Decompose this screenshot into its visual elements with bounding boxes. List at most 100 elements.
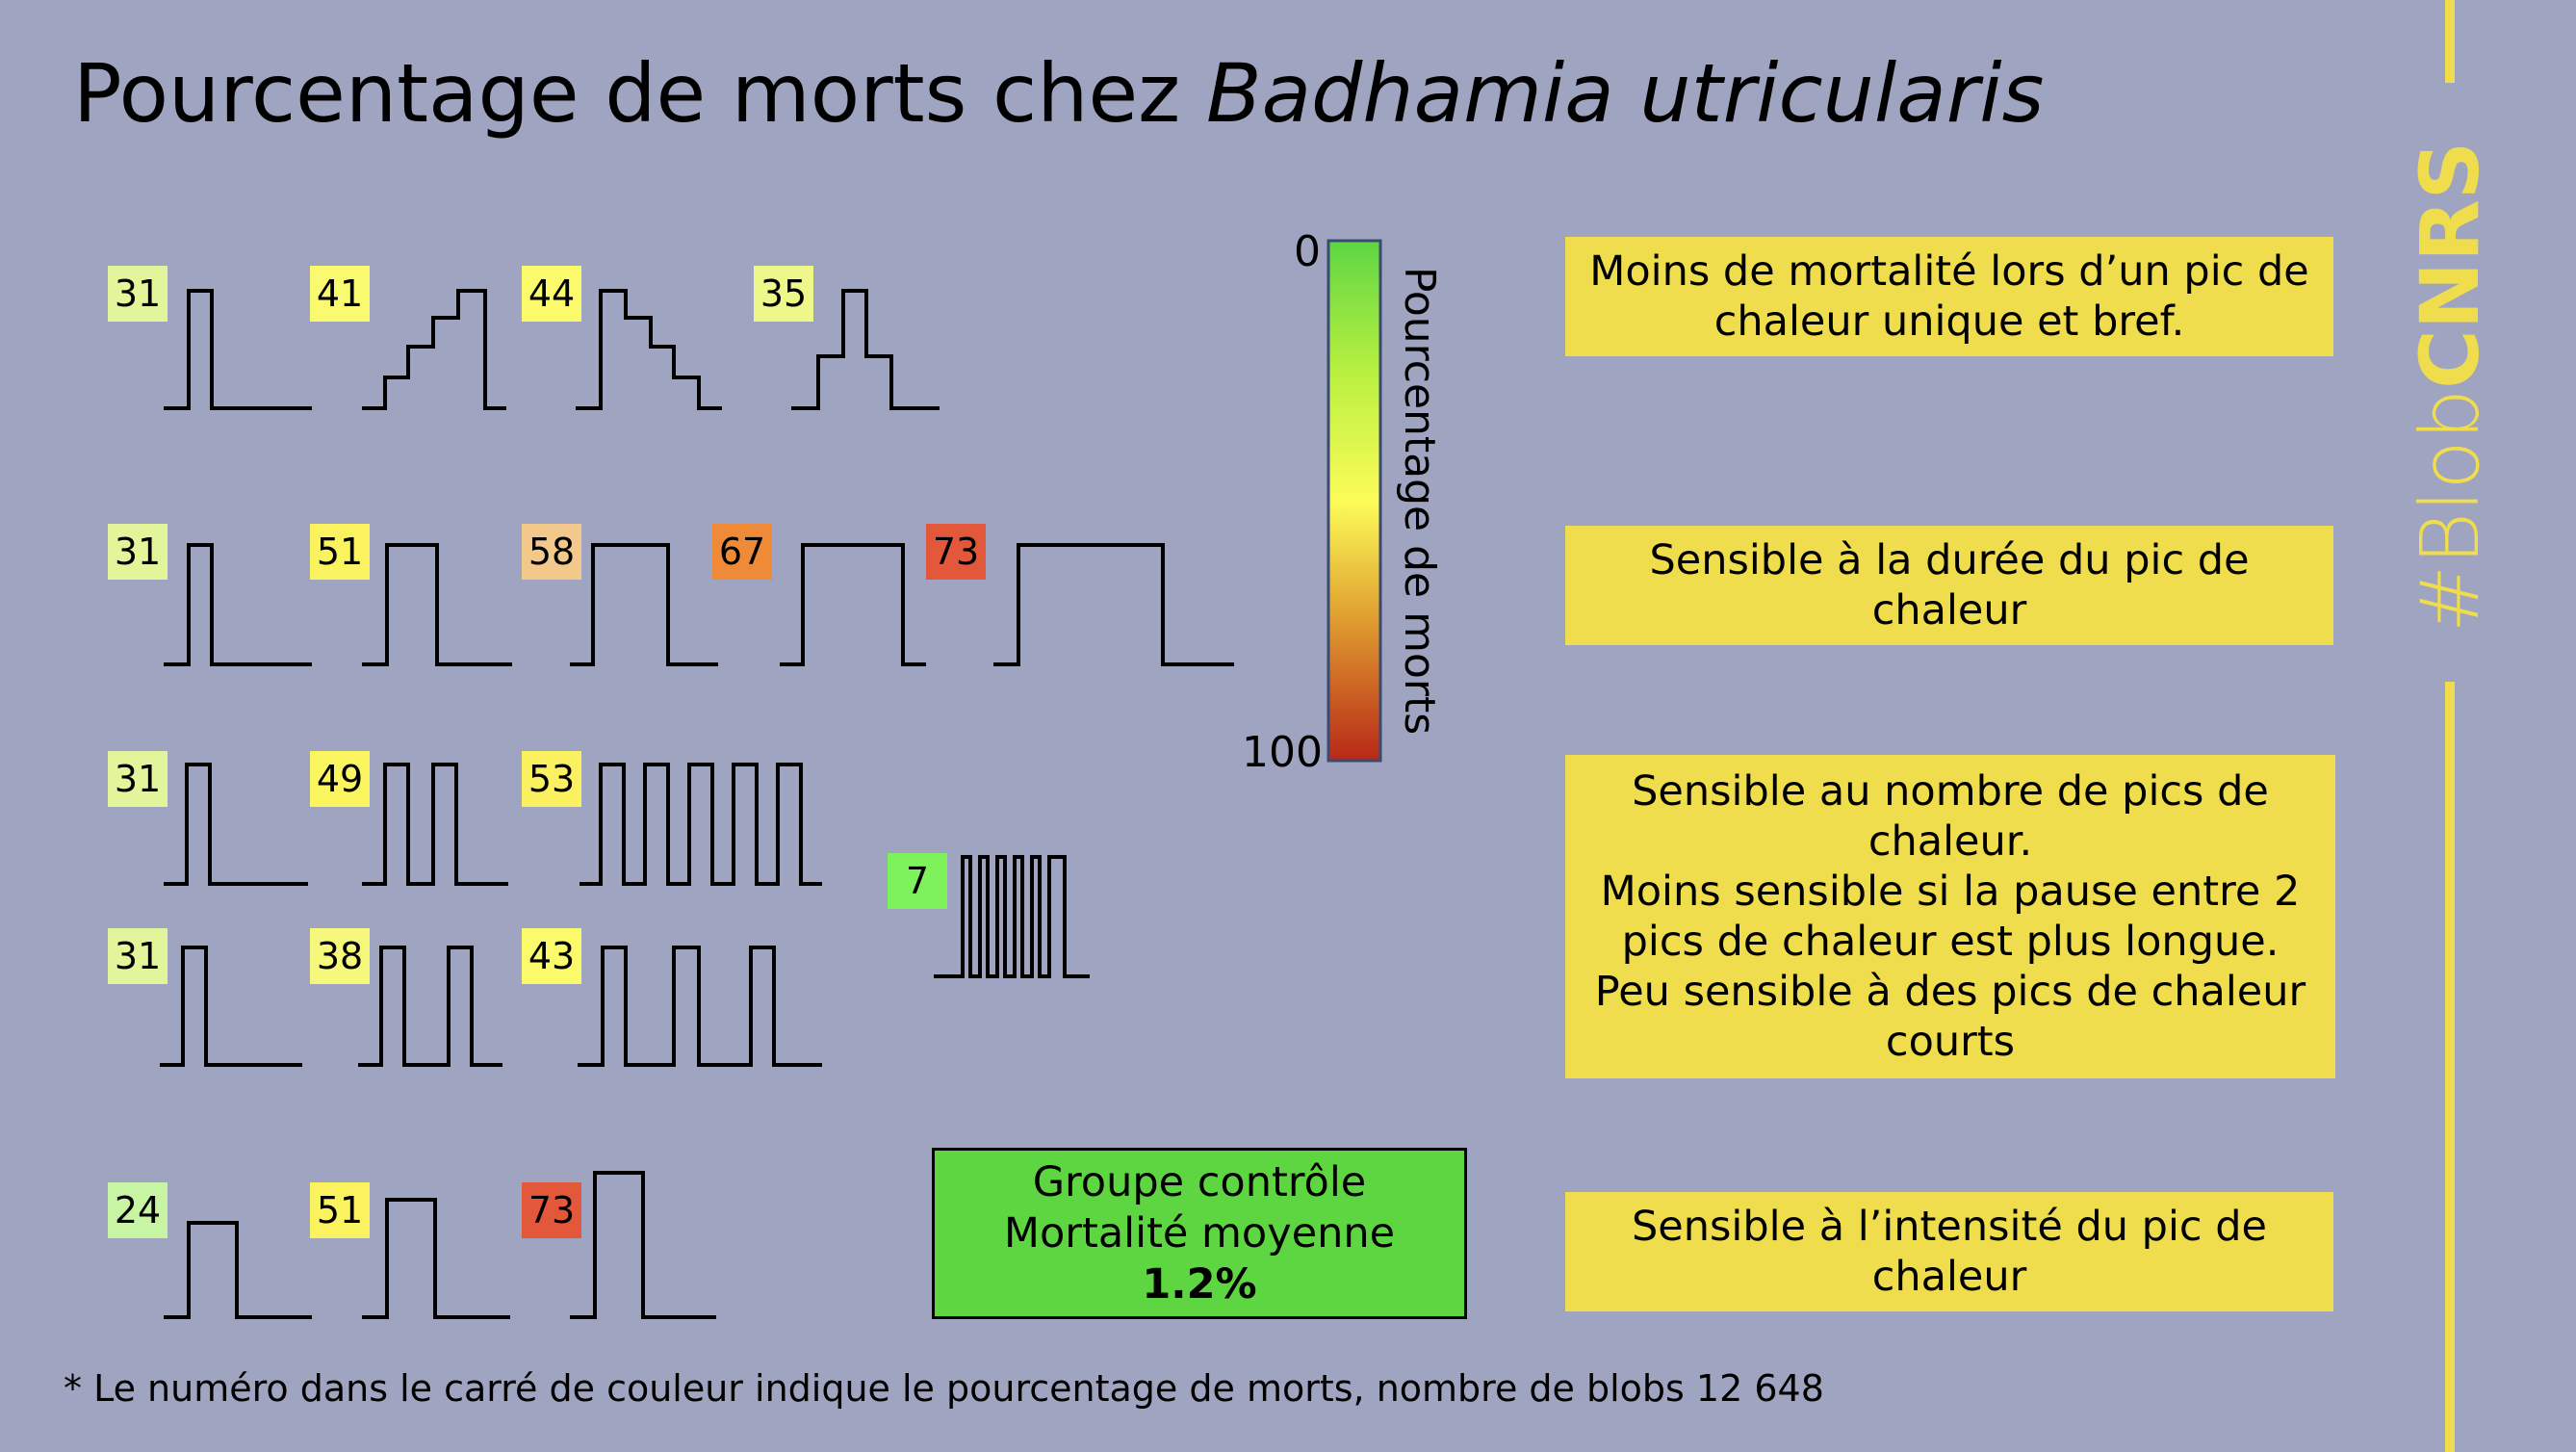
- condition-r4-3: 43: [522, 928, 822, 1067]
- mortality-badge: [522, 266, 581, 322]
- mortality-badge: [926, 524, 986, 580]
- mortality-badge: [754, 266, 813, 322]
- control-line-1: Groupe contrôle: [1032, 1157, 1367, 1206]
- pulse-waveform: [578, 946, 822, 1067]
- control-value: 1.2%: [1142, 1259, 1257, 1309]
- condition-r3-3: 53: [522, 751, 822, 886]
- pulse-waveform: [160, 946, 302, 1067]
- condition-r2-3: 58: [522, 524, 718, 666]
- mortality-badge: [108, 524, 167, 580]
- condition-r1-2: 41: [310, 266, 506, 410]
- pulse-waveform: [791, 289, 940, 410]
- mortality-badge: [108, 928, 167, 984]
- condition-r1-3: 44: [522, 266, 722, 410]
- condition-r5-3: 73: [522, 1171, 716, 1319]
- mortality-badge: [888, 853, 947, 909]
- mortality-value: 38: [317, 935, 363, 977]
- brand-hashtag: #BlobCNRS: [2403, 142, 2497, 634]
- mortality-badge: [108, 266, 167, 322]
- mortality-value: 35: [760, 272, 807, 315]
- note-pulse-count: Sensible au nombre de pics de chaleur. M…: [1565, 755, 2335, 1078]
- pulse-waveform: [362, 289, 506, 410]
- pulse-waveform: [993, 543, 1234, 666]
- pulse-waveform: [362, 1198, 510, 1319]
- pulse-waveform: [164, 763, 308, 886]
- mortality-value: 31: [115, 935, 161, 977]
- note-single-pulse: Moins de mortalité lors d’un pic de chal…: [1565, 237, 2333, 356]
- colorbar-axis-label: Pourcentage de morts: [1395, 267, 1444, 735]
- brand-bold: CNRS: [2403, 141, 2497, 389]
- colorbar-min-label: 0: [1294, 227, 1321, 276]
- mortality-badge: [108, 751, 167, 807]
- mortality-badge: [310, 1182, 370, 1238]
- pulse-waveform: [570, 1171, 716, 1319]
- mortality-value: 31: [115, 758, 161, 800]
- row-1-single-pulses: 31 41 44 35: [108, 266, 940, 410]
- condition-r4-1: 31: [108, 928, 302, 1067]
- note-duration: Sensible à la durée du pic de chaleur: [1565, 526, 2333, 645]
- mortality-value: 31: [115, 272, 161, 315]
- mortality-badge: [108, 1182, 167, 1238]
- pulse-waveform: [358, 946, 502, 1067]
- pulse-waveform: [362, 543, 512, 666]
- footnote: * Le numéro dans le carré de couleur ind…: [64, 1367, 1824, 1410]
- pulse-waveform: [934, 855, 1090, 978]
- mortality-badge: [310, 928, 370, 984]
- mortality-badge: [522, 928, 581, 984]
- condition-r2-2: 51: [310, 524, 512, 666]
- mortality-value: 41: [317, 272, 363, 315]
- pulse-waveform: [570, 543, 718, 666]
- condition-r2-4: 67: [712, 524, 926, 666]
- condition-r5-1: 24: [108, 1182, 312, 1319]
- pulse-waveform: [164, 543, 312, 666]
- brand-light: #Blob: [2403, 388, 2497, 634]
- title-species: Badhamia utricularis: [1205, 46, 2045, 141]
- mortality-value: 58: [528, 531, 575, 573]
- condition-r5-2: 51: [310, 1182, 510, 1319]
- mortality-value: 53: [528, 758, 575, 800]
- pulse-waveform: [780, 543, 926, 666]
- page-title: Pourcentage de morts chez Badhamia utric…: [73, 46, 2044, 141]
- pulse-waveform: [362, 763, 508, 886]
- mortality-badge: [522, 524, 581, 580]
- pulse-waveform: [576, 289, 722, 410]
- side-accent-bar-bottom: [2445, 682, 2455, 1452]
- mortality-value: 73: [528, 1189, 575, 1232]
- condition-r1-1: 31: [108, 266, 312, 410]
- mortality-badge: [310, 524, 370, 580]
- pulse-waveform: [164, 1221, 312, 1319]
- row-3-pulse-count: 31 49 53 7: [108, 751, 1090, 978]
- mortality-badge: [712, 524, 772, 580]
- mortality-value: 51: [317, 1189, 363, 1232]
- mortality-value: 49: [317, 758, 363, 800]
- condition-r2-1: 31: [108, 524, 312, 666]
- mortality-badge: [522, 751, 581, 807]
- mortality-value: 24: [115, 1189, 161, 1232]
- colorbar-max-label: 100: [1242, 728, 1323, 777]
- mortality-value: 44: [528, 272, 575, 315]
- pulse-waveform: [164, 289, 312, 410]
- mortality-value: 31: [115, 531, 161, 573]
- pulse-waveform: [580, 763, 822, 886]
- control-line-2: Mortalité moyenne: [1003, 1208, 1396, 1258]
- title-prefix: Pourcentage de morts chez: [73, 46, 1181, 141]
- control-group-box: Groupe contrôle Mortalité moyenne 1.2%: [932, 1148, 1467, 1319]
- row-2-pulse-duration: 31 51 58 67 73: [108, 524, 1234, 666]
- condition-r1-4: 35: [754, 266, 940, 410]
- mortality-value: 73: [933, 531, 979, 573]
- mortality-badge: [522, 1182, 581, 1238]
- mortality-value: 67: [719, 531, 765, 573]
- condition-r3-4: 7: [888, 853, 1090, 978]
- condition-r2-5: 73: [926, 524, 1234, 666]
- side-accent-bar-top: [2445, 0, 2455, 83]
- row-5-pulse-intensity: 24 51 73: [108, 1171, 716, 1319]
- condition-r3-2: 49: [310, 751, 508, 886]
- mortality-badge: [310, 751, 370, 807]
- colorbar: 0 100 Pourcentage de morts: [1242, 227, 1444, 777]
- mortality-value: 43: [528, 935, 575, 977]
- row-4-pulse-pause: 31 38 43: [108, 928, 822, 1067]
- mortality-value: 51: [317, 531, 363, 573]
- mortality-badge: [310, 266, 370, 322]
- colorbar-gradient: [1327, 239, 1382, 763]
